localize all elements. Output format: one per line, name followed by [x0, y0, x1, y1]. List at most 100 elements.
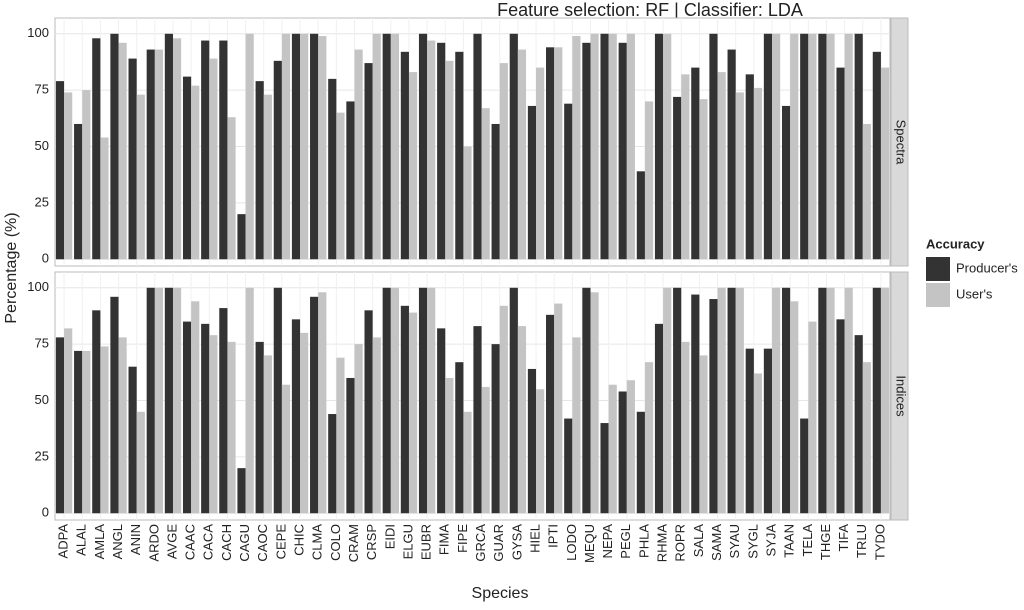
bar [354, 49, 363, 260]
facet-strip [890, 17, 909, 267]
bar [735, 92, 744, 260]
bar [527, 368, 537, 514]
x-tick-label: SAMA [709, 524, 724, 561]
bar [473, 33, 482, 260]
bar [772, 33, 781, 260]
bar [328, 414, 337, 514]
bar [463, 411, 472, 514]
x-tick-label: CRSP [364, 524, 379, 560]
x-tick-label: AMLA [92, 524, 107, 560]
bar [673, 96, 682, 260]
y-tick-label: 50 [35, 138, 49, 153]
x-tick-label: ANGL [110, 524, 125, 559]
bar [455, 362, 464, 514]
bar [818, 33, 827, 260]
bar [582, 287, 591, 514]
bar [536, 389, 545, 514]
bar [172, 287, 182, 514]
x-tick-label: CRAM [346, 524, 361, 562]
bar [481, 108, 490, 260]
bar [382, 33, 391, 260]
bar [110, 296, 119, 514]
bar [118, 42, 127, 260]
bar [691, 67, 700, 260]
legend-swatch [926, 257, 950, 281]
bar [382, 287, 391, 514]
bar [681, 74, 690, 260]
y-tick-label: 100 [27, 279, 49, 294]
x-tick-label: NEPA [600, 524, 615, 559]
bar [590, 33, 599, 260]
y-tick-label: 75 [35, 82, 49, 97]
bar [626, 380, 635, 514]
bar [400, 51, 409, 260]
bar [654, 323, 664, 514]
bar [636, 171, 645, 260]
legend-title: Accuracy [926, 236, 985, 251]
x-tick-label: TELA [800, 524, 815, 557]
bar [727, 287, 736, 514]
bar [753, 87, 763, 260]
bar [582, 42, 591, 260]
bar [445, 377, 454, 514]
legend-swatch [926, 283, 950, 307]
bar [826, 287, 835, 514]
bar [128, 58, 137, 260]
bar [172, 38, 182, 260]
x-tick-label: ADPA [56, 524, 71, 559]
x-tick-label: GRCA [473, 524, 488, 562]
bar [590, 292, 599, 514]
bar [245, 287, 254, 514]
bar [709, 299, 718, 514]
bar [209, 335, 218, 514]
y-tick-label: 25 [35, 448, 49, 463]
bar [408, 72, 418, 260]
bar [92, 38, 101, 260]
bar [154, 49, 164, 260]
bar [836, 67, 845, 260]
bar [753, 373, 763, 514]
x-tick-label: MEQU [582, 524, 597, 563]
bar [92, 310, 101, 514]
bar [600, 423, 609, 514]
bar [517, 49, 527, 260]
bar [818, 287, 827, 514]
bar [636, 411, 645, 514]
bar [499, 63, 508, 260]
bar [781, 105, 791, 260]
bar [318, 292, 327, 514]
x-tick-label: ELGU [400, 524, 415, 559]
x-axis-label: Species [472, 585, 529, 602]
bar [608, 33, 617, 260]
facet-label: Indices [894, 375, 909, 417]
bar [354, 344, 363, 514]
x-tick-label: SALA [691, 524, 706, 558]
x-tick-label: SYAU [727, 524, 742, 558]
bar [800, 33, 809, 260]
bar [717, 287, 726, 514]
bar [681, 341, 690, 514]
bar [182, 76, 192, 260]
x-tick-label: THGE [818, 524, 833, 560]
bar [136, 94, 145, 260]
bar [554, 303, 563, 514]
bar [364, 63, 373, 260]
y-tick-label: 0 [42, 251, 49, 266]
bar [364, 310, 373, 514]
bar [463, 146, 472, 260]
bar [281, 384, 291, 514]
x-tick-label: ALAL [74, 524, 89, 556]
bar [390, 33, 399, 260]
bar [300, 332, 309, 514]
bar [546, 47, 555, 260]
bar [328, 78, 337, 260]
bar [844, 287, 853, 514]
bar [82, 350, 91, 514]
bar [154, 287, 164, 514]
bar [263, 94, 272, 260]
x-tick-label: TYDO [872, 524, 887, 560]
x-tick-label: ARDO [146, 524, 161, 562]
bar [118, 337, 127, 514]
bar [880, 67, 890, 260]
bar [745, 74, 754, 260]
